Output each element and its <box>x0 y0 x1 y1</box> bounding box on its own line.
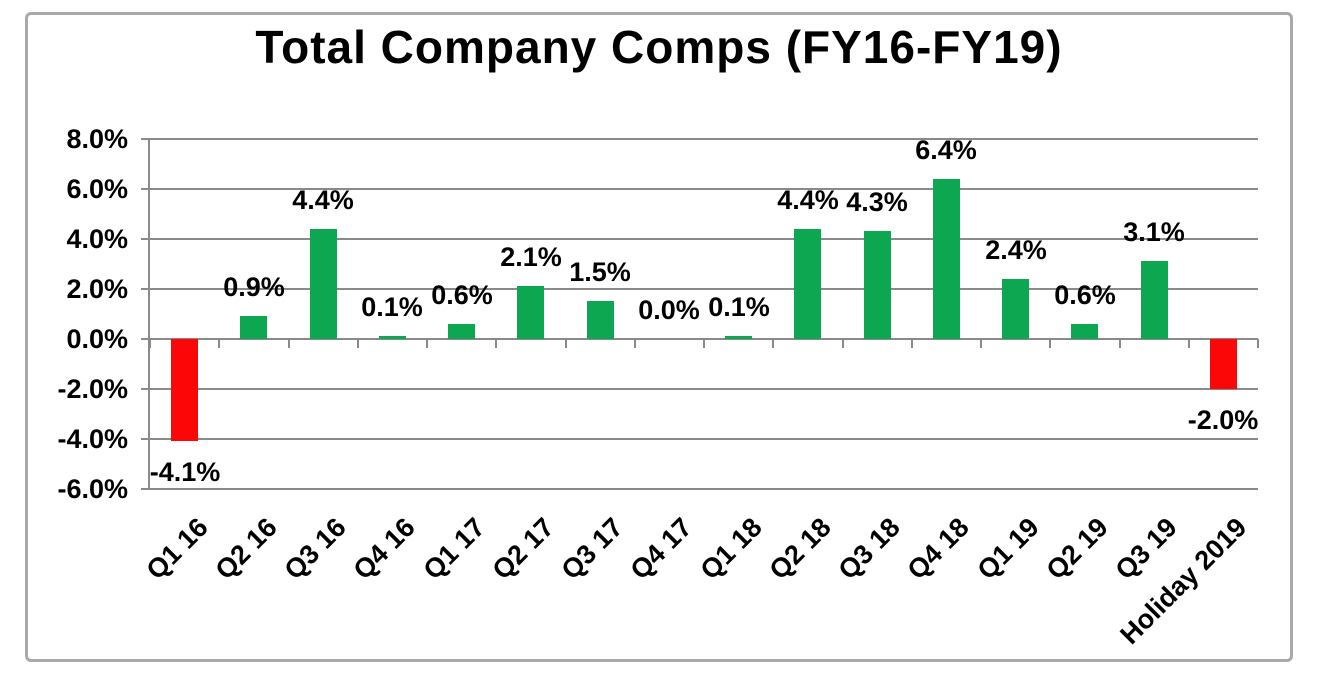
x-axis-tick <box>634 339 636 348</box>
bar-data-label: 0.6% <box>1054 280 1116 310</box>
bar-data-label: 3.1% <box>1123 217 1185 247</box>
grid-line <box>150 188 1258 190</box>
x-axis-label: Q2 16 <box>209 512 284 586</box>
x-axis-tick <box>772 339 774 348</box>
y-axis-label: -2.0% <box>57 374 128 404</box>
x-axis-label: Q3 17 <box>555 512 630 586</box>
bar-data-label: 2.1% <box>500 242 562 272</box>
y-axis-label: -4.0% <box>57 424 128 454</box>
y-axis-label: 4.0% <box>66 224 128 254</box>
x-axis-label: Q1 17 <box>417 512 492 586</box>
bar <box>1002 279 1029 339</box>
y-axis-label: -6.0% <box>57 474 128 504</box>
bar-data-label: -2.0% <box>1187 405 1259 435</box>
y-axis-label: 2.0% <box>66 274 128 304</box>
x-axis-tick <box>218 339 220 348</box>
x-axis-label: Q3 18 <box>832 512 907 586</box>
bar-data-label: 2.4% <box>985 235 1047 265</box>
bar <box>240 316 267 339</box>
y-axis-tick <box>141 188 150 190</box>
x-axis-tick <box>288 339 290 348</box>
y-axis-tick <box>141 138 150 140</box>
grid-line <box>150 488 1258 490</box>
bar <box>725 336 752 339</box>
x-axis-label: Q4 18 <box>901 512 976 586</box>
y-axis-tick <box>141 488 150 490</box>
y-axis-tick <box>141 338 150 340</box>
x-axis-tick <box>426 339 428 348</box>
x-axis-label: Q3 16 <box>278 512 353 586</box>
grid-line <box>150 138 1258 140</box>
bar <box>1210 339 1237 389</box>
bar <box>1071 324 1098 339</box>
bar <box>379 336 406 339</box>
bar <box>310 229 337 339</box>
x-axis-label: Q2 19 <box>1040 512 1115 586</box>
bar <box>171 339 198 441</box>
bar <box>1141 261 1168 339</box>
grid-line <box>150 238 1258 240</box>
bar <box>448 324 475 339</box>
bar-data-label: 4.4% <box>292 185 354 215</box>
bar-data-label: 0.1% <box>361 292 423 322</box>
bar-data-label: 0.9% <box>223 272 285 302</box>
bar <box>864 231 891 339</box>
y-axis-tick <box>141 238 150 240</box>
grid-line <box>150 438 1258 440</box>
x-axis-tick <box>911 339 913 348</box>
x-axis-label: Q4 16 <box>347 512 422 586</box>
x-axis-label: Q2 18 <box>763 512 838 586</box>
x-axis-tick <box>1049 339 1051 348</box>
x-axis-label: Q1 19 <box>971 512 1046 586</box>
grid-line <box>150 288 1258 290</box>
x-axis-label: Q4 17 <box>624 512 699 586</box>
y-axis-label: 8.0% <box>66 124 128 154</box>
bar-data-label: 0.1% <box>708 292 770 322</box>
bar <box>587 301 614 339</box>
x-axis-tick <box>149 339 151 348</box>
y-axis-tick <box>141 438 150 440</box>
bar-data-label: -4.1% <box>149 457 221 487</box>
y-axis-label: 0.0% <box>66 324 128 354</box>
bar-data-label: 4.4% <box>777 185 839 215</box>
bar-data-label: 6.4% <box>915 135 977 165</box>
y-axis-tick <box>141 388 150 390</box>
x-axis-tick <box>980 339 982 348</box>
y-axis-tick <box>141 288 150 290</box>
bar-data-label: 0.6% <box>431 280 493 310</box>
x-axis-label: Q2 17 <box>486 512 561 586</box>
bar-data-label: 4.3% <box>846 187 908 217</box>
chart-title: Total Company Comps (FY16-FY19) <box>255 21 1063 73</box>
bar <box>517 286 544 339</box>
x-axis-tick <box>703 339 705 348</box>
x-axis-tick <box>842 339 844 348</box>
x-axis-tick <box>1257 339 1259 348</box>
y-axis-label: 6.0% <box>66 174 128 204</box>
grid-line <box>150 388 1258 390</box>
x-axis-tick <box>1188 339 1190 348</box>
y-axis-line <box>148 139 150 490</box>
bar-data-label: 0.0% <box>638 295 700 325</box>
bar-data-label: 1.5% <box>569 257 631 287</box>
x-axis-label: Q1 18 <box>694 512 769 586</box>
x-axis-tick <box>357 339 359 348</box>
x-axis-tick <box>1119 339 1121 348</box>
x-axis-label: Q1 16 <box>140 512 215 586</box>
bar <box>794 229 821 339</box>
x-axis-tick <box>495 339 497 348</box>
x-axis-tick <box>565 339 567 348</box>
bar <box>933 179 960 339</box>
